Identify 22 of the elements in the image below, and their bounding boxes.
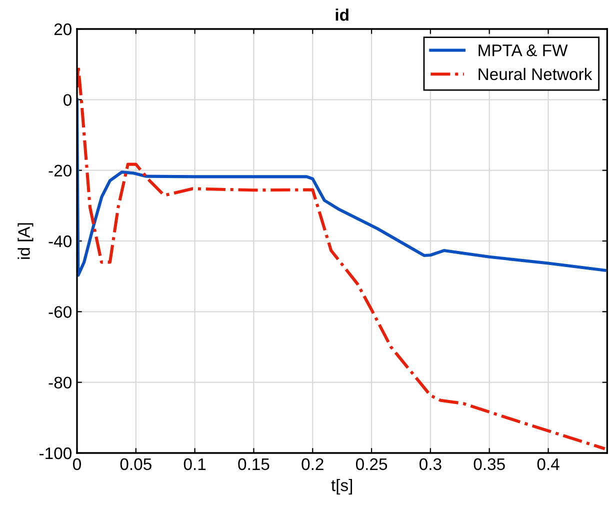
line-series (77, 98, 606, 277)
x-tick-label: 0.2 (302, 458, 324, 470)
x-tick-label: 0.3 (420, 458, 442, 470)
y-tick-label: 0 (64, 94, 72, 106)
y-tick-label: -100 (40, 447, 72, 460)
y-tick-label: -20 (48, 164, 72, 177)
y-tick-label: 20 (54, 23, 72, 36)
x-axis-title: t[s] (331, 478, 352, 494)
x-tick-label: 0.35 (474, 458, 505, 470)
x-tick-label: 0.15 (238, 458, 270, 470)
x-tick-label: 0.1 (184, 458, 206, 470)
legend-label: Neural Network (478, 68, 592, 80)
x-tick-label: 0 (73, 458, 81, 470)
y-tick-label: -60 (48, 306, 72, 318)
x-tick-label: 0.25 (356, 458, 388, 470)
legend-label: MPTA & FW (478, 44, 568, 56)
chart-title: id (336, 8, 348, 21)
x-tick-label: 0.4 (537, 458, 560, 470)
y-tick-label: -40 (48, 235, 72, 248)
x-tick-label: 0.05 (120, 458, 152, 470)
y-axis-title: id [A] (18, 223, 34, 259)
y-tick-label: -80 (48, 376, 72, 389)
